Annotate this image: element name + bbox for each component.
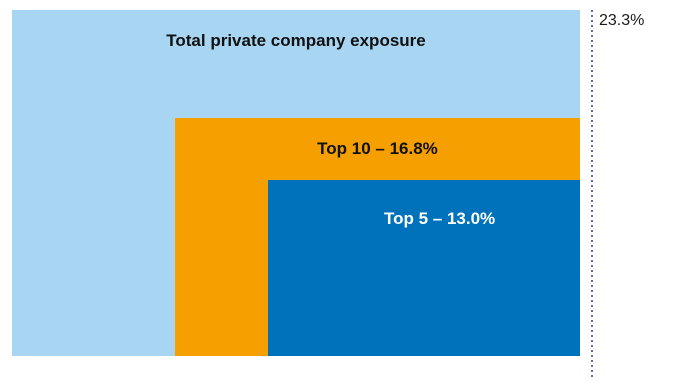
top5-exposure-label: Top 5 – 13.0% (384, 209, 495, 228)
top5-exposure-area (268, 180, 580, 356)
top10-exposure-label: Top 10 – 16.8% (317, 139, 438, 158)
total-exposure-label: Total private company exposure (166, 31, 425, 50)
total-value-label: 23.3% (599, 12, 644, 29)
